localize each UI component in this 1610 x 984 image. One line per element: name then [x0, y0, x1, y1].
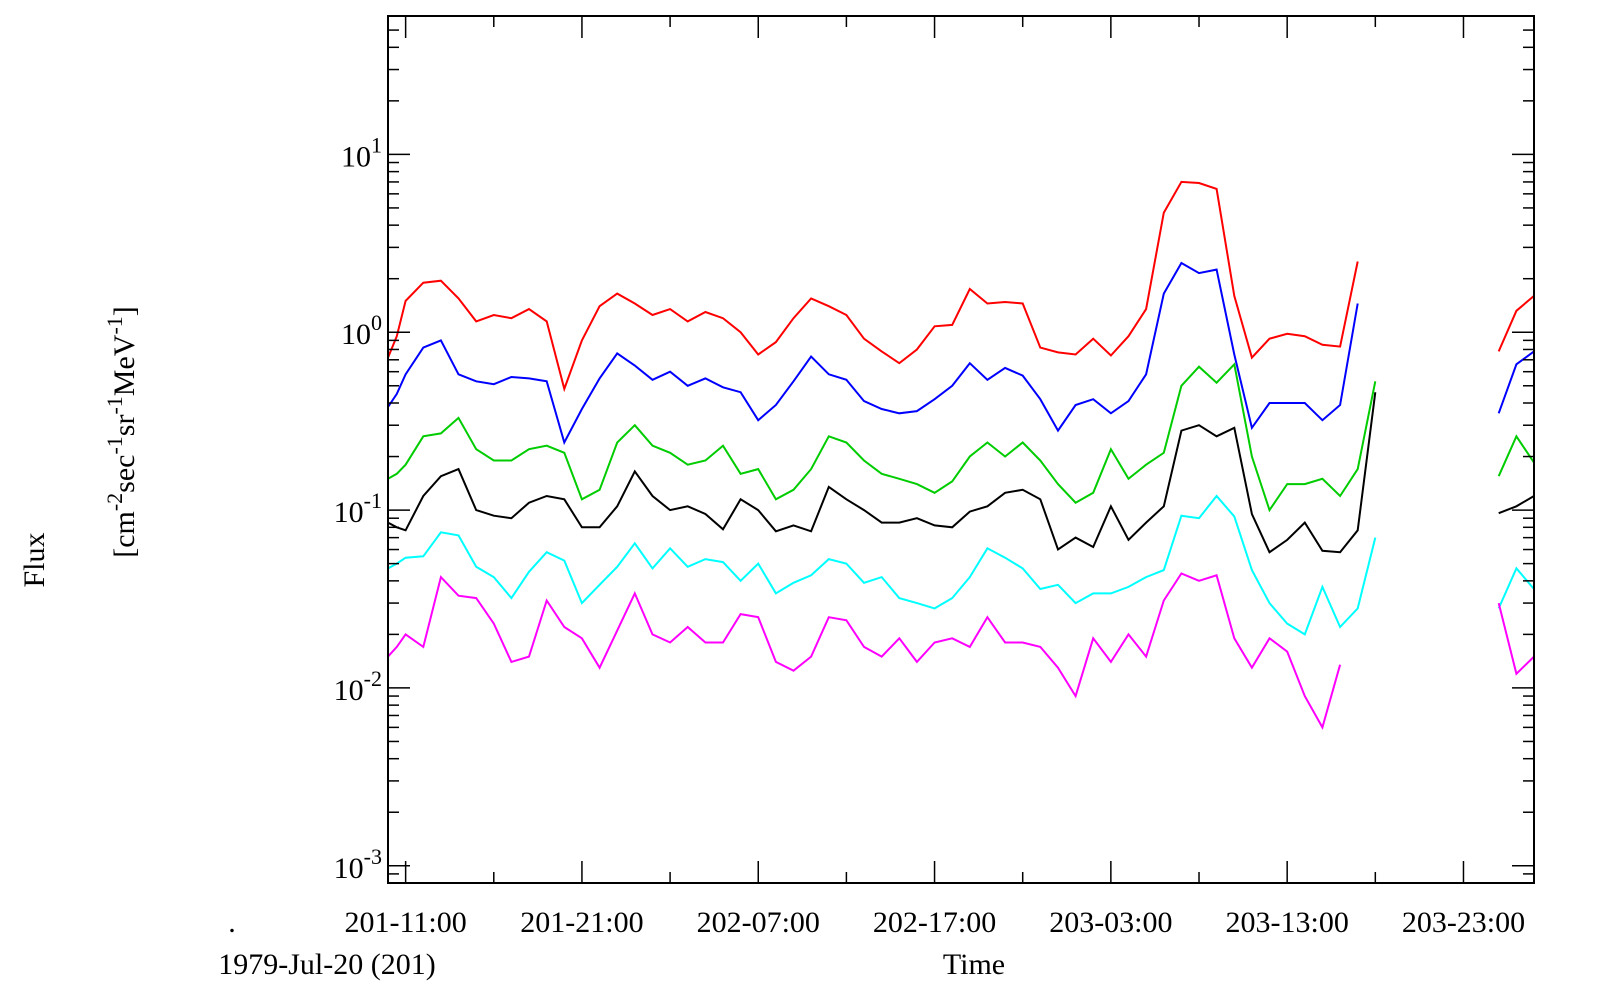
- series-4-segment-1: [387, 392, 1377, 554]
- y-tick-label: 10-1: [334, 488, 382, 529]
- series-1-segment-2: [1497, 295, 1535, 352]
- series-2-segment-1: [387, 261, 1359, 446]
- date-label: 1979-Jul-20 (201): [218, 948, 435, 981]
- series-5-segment-2: [1497, 566, 1535, 609]
- series-6-segment-2: [1497, 602, 1535, 676]
- axis-ticks: [388, 15, 1534, 884]
- series-2-segment-2: [1497, 350, 1535, 414]
- plot-frame: [387, 15, 1535, 884]
- y-tick-label: 10-3: [334, 844, 382, 885]
- x-tick-label: 201-21:00: [520, 906, 643, 939]
- y-axis-label-flux: Flux: [18, 532, 51, 587]
- y-tick-label: 100: [341, 310, 382, 351]
- plot-lines: [387, 180, 1535, 730]
- y-axis-label-units: [cm-2sec-1sr-1MeV-1]: [102, 306, 141, 558]
- y-tick-label: 101: [341, 132, 382, 173]
- series-1-segment-1: [387, 180, 1359, 393]
- y-tick-label: 10-2: [334, 666, 382, 707]
- dot-label: .: [228, 906, 236, 939]
- series-6-segment-1: [387, 572, 1342, 730]
- series-4-segment-2: [1498, 495, 1535, 515]
- x-tick-label: 203-23:00: [1402, 906, 1525, 939]
- x-tick-label: 202-17:00: [873, 906, 996, 939]
- series-3-segment-2: [1497, 434, 1535, 477]
- x-tick-label: 203-13:00: [1226, 906, 1349, 939]
- y-tick-labels: 10-3 10-2 10-1 100 101: [334, 132, 382, 884]
- x-axis-label: Time: [943, 948, 1005, 981]
- x-tick-label: 201-11:00: [345, 906, 467, 939]
- series-3-segment-1: [387, 362, 1377, 513]
- series-5-segment-1: [387, 494, 1377, 636]
- x-tick-label: 203-03:00: [1049, 906, 1172, 939]
- x-tick-labels: 201-11:00 201-21:00 202-07:00 202-17:00 203-…: [345, 906, 1526, 939]
- x-tick-label: 202-07:00: [697, 906, 820, 939]
